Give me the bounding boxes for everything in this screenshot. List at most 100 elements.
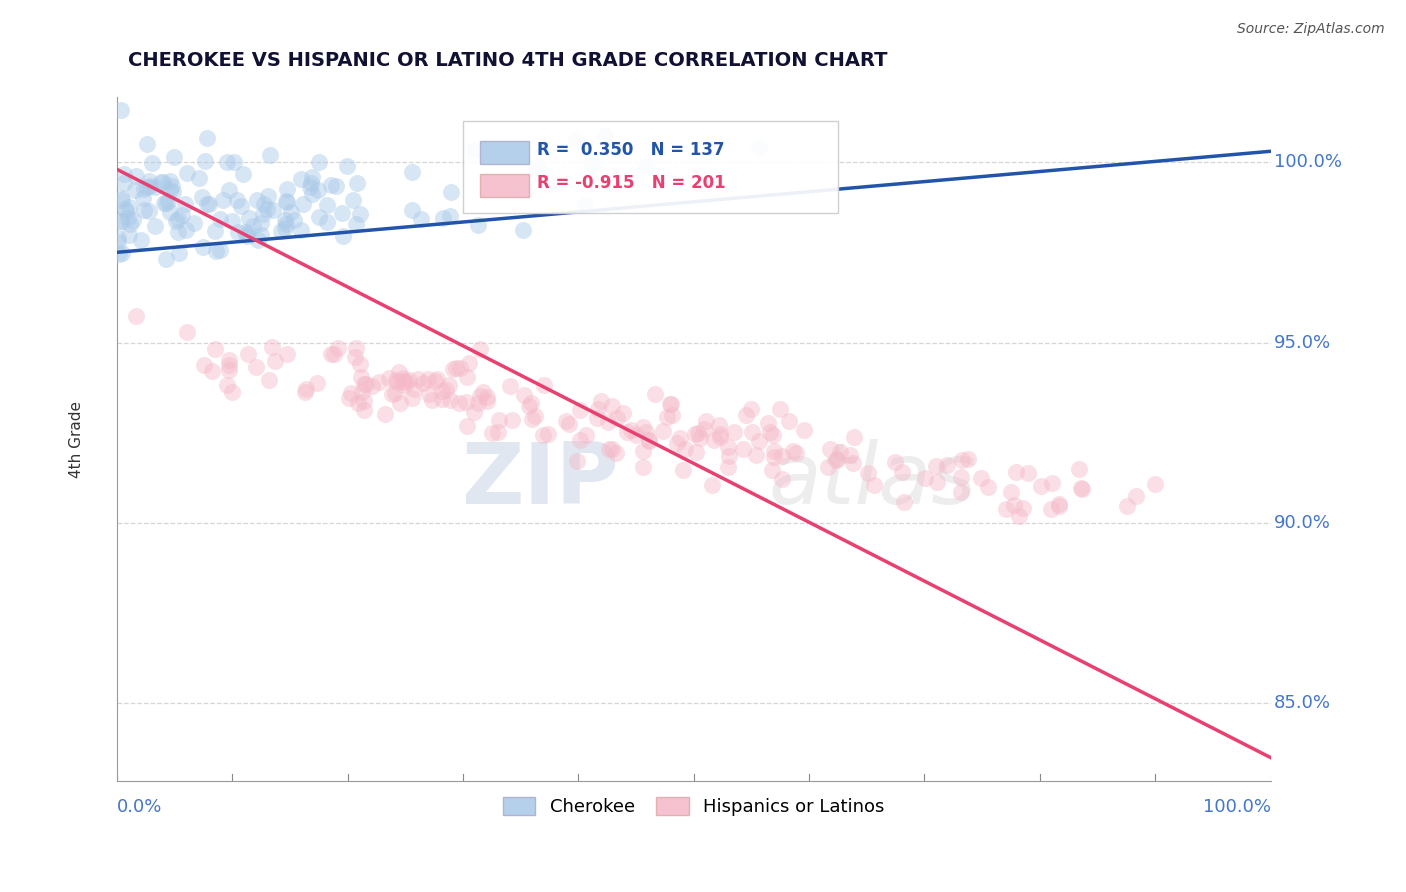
Point — [131, 234, 153, 248]
Point — [440, 185, 463, 199]
Point — [124, 309, 146, 323]
Point — [270, 224, 292, 238]
Point — [434, 383, 457, 397]
Point — [263, 354, 285, 368]
Point — [439, 392, 461, 407]
Point — [361, 379, 384, 393]
Point — [262, 203, 284, 218]
Point — [232, 168, 254, 182]
Point — [401, 203, 423, 218]
Point — [533, 377, 555, 392]
Point — [950, 469, 973, 483]
Point — [183, 216, 205, 230]
Point — [226, 193, 249, 207]
Point — [709, 429, 731, 443]
Point — [423, 374, 446, 388]
Point — [117, 211, 139, 225]
Point — [1116, 499, 1139, 513]
Point — [290, 172, 312, 186]
Point — [159, 204, 181, 219]
Point — [520, 411, 543, 425]
Point — [344, 341, 367, 355]
Point — [531, 428, 554, 442]
Point — [166, 225, 188, 239]
Point — [1029, 479, 1052, 493]
Point — [187, 170, 209, 185]
Point — [447, 395, 470, 409]
Point — [118, 227, 141, 242]
Point — [392, 374, 415, 388]
Point — [205, 244, 228, 259]
Point — [661, 409, 683, 423]
Point — [759, 425, 782, 439]
Point — [927, 475, 949, 490]
Point — [1125, 489, 1147, 503]
Point — [110, 214, 132, 228]
Point — [404, 382, 426, 396]
Point — [1047, 500, 1070, 514]
Point — [717, 440, 740, 454]
Point — [744, 448, 766, 462]
Point — [108, 247, 131, 261]
Point — [977, 480, 1000, 494]
Point — [299, 176, 322, 190]
Point — [536, 427, 558, 442]
Point — [218, 352, 240, 367]
Point — [134, 182, 156, 196]
Point — [283, 212, 305, 227]
Point — [257, 188, 280, 202]
Point — [349, 357, 371, 371]
Point — [1002, 498, 1025, 512]
Point — [636, 425, 658, 439]
Point — [818, 442, 841, 457]
Point — [761, 463, 783, 477]
Point — [110, 191, 132, 205]
Point — [995, 501, 1018, 516]
Text: 100.0%: 100.0% — [1274, 153, 1341, 171]
Point — [1040, 501, 1063, 516]
Point — [1070, 481, 1092, 495]
Point — [644, 387, 666, 401]
Point — [523, 409, 546, 423]
Point — [598, 442, 620, 456]
Point — [620, 423, 643, 437]
Point — [723, 425, 745, 440]
Point — [717, 449, 740, 463]
Point — [120, 217, 142, 231]
Point — [191, 240, 214, 254]
Point — [134, 202, 156, 217]
Point — [307, 183, 329, 197]
Point — [384, 386, 406, 401]
Point — [591, 394, 613, 409]
Point — [236, 226, 259, 240]
Point — [259, 148, 281, 162]
Point — [420, 392, 443, 407]
Point — [581, 158, 603, 172]
Point — [463, 405, 485, 419]
Point — [785, 446, 807, 460]
Point — [1071, 483, 1094, 497]
Point — [1005, 465, 1028, 479]
Point — [387, 376, 409, 390]
Point — [558, 417, 581, 431]
Point — [593, 129, 616, 144]
Point — [150, 175, 173, 189]
Point — [458, 356, 481, 370]
Point — [194, 154, 217, 169]
Point — [862, 478, 884, 492]
Point — [586, 410, 609, 425]
Point — [658, 397, 681, 411]
Point — [280, 205, 302, 219]
Point — [844, 430, 866, 444]
Point — [208, 211, 231, 226]
Point — [1040, 475, 1063, 490]
Point — [292, 197, 315, 211]
Point — [353, 393, 375, 408]
Point — [107, 235, 129, 249]
Point — [249, 216, 271, 230]
Point — [605, 446, 627, 460]
Point — [354, 377, 377, 392]
Point — [517, 399, 540, 413]
Text: ZIP: ZIP — [461, 439, 619, 522]
Text: 0.0%: 0.0% — [117, 798, 162, 816]
